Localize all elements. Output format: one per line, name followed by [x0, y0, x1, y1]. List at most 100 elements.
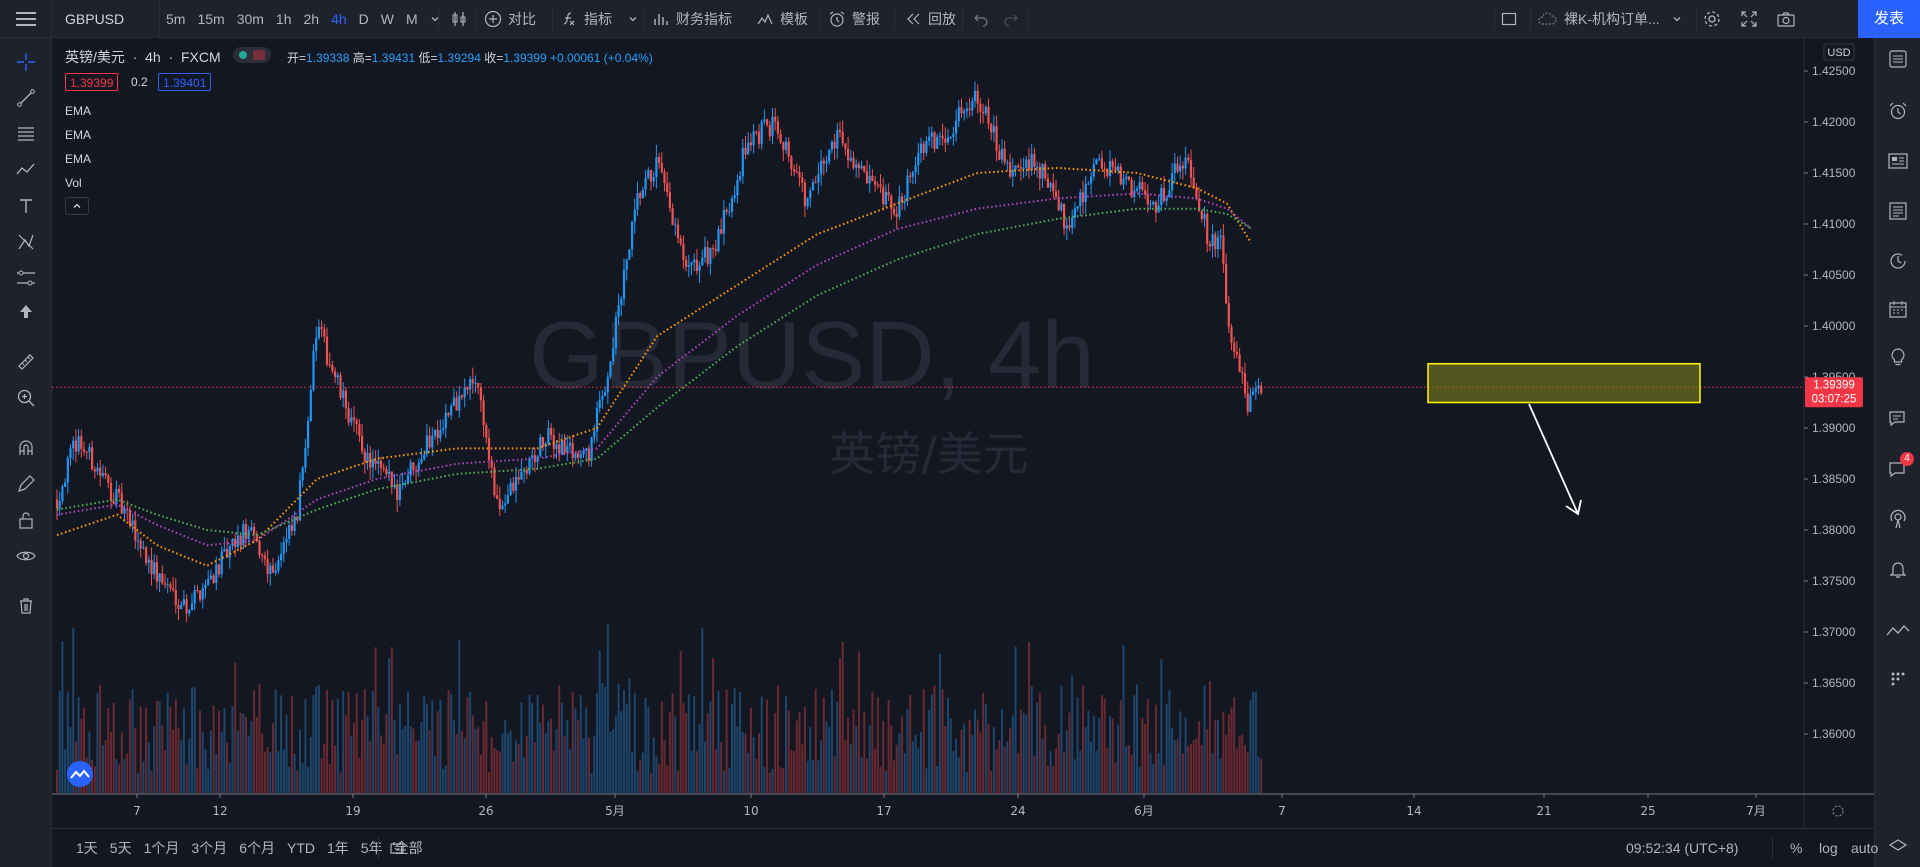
calendar-activity-button[interactable] [1884, 248, 1912, 274]
price-chart[interactable]: GBPUSD, 4h 英镑/美元 USD 1.42500 1.42000 1.415… [52, 38, 1874, 828]
pattern-tool[interactable] [12, 158, 40, 182]
main-menu-button[interactable] [0, 0, 52, 38]
undo-button[interactable] [972, 0, 990, 38]
calendar-button[interactable] [1884, 296, 1912, 322]
interval-m[interactable]: M [406, 11, 418, 27]
stay-in-drawing-tool[interactable] [12, 472, 40, 496]
layout-select-button[interactable] [1500, 0, 1518, 38]
object-tree-button[interactable] [1884, 834, 1912, 860]
hide-drawings-tool[interactable] [12, 544, 40, 568]
notifications-button[interactable]: 4 [1884, 452, 1914, 482]
range-1m[interactable]: 1个月 [143, 840, 180, 856]
auto-scale-toggle[interactable]: auto [1851, 840, 1879, 856]
market-status-toggle[interactable] [233, 47, 271, 63]
snapshot-button[interactable] [1776, 0, 1796, 38]
range-1d[interactable]: 1天 [76, 840, 98, 856]
trading-panel-button[interactable] [1884, 618, 1912, 644]
interval-d[interactable]: D [358, 11, 369, 27]
range-ytd[interactable]: YTD [286, 840, 315, 856]
projection-tool[interactable] [12, 230, 40, 254]
settings-button[interactable] [1702, 0, 1722, 38]
templates-button[interactable]: 模板 [756, 0, 808, 38]
fullscreen-button[interactable] [1740, 0, 1758, 38]
range-5y[interactable]: 5年 [360, 840, 383, 856]
remove-drawings-tool[interactable] [12, 594, 40, 618]
chevron-down-icon[interactable] [628, 14, 638, 24]
redo-button[interactable] [1002, 0, 1020, 38]
ask-price-box[interactable]: 1.39401 [158, 73, 212, 91]
layout-name-button[interactable]: 裸K-机构订单... [1536, 0, 1682, 38]
currency-box[interactable] [1823, 43, 1855, 61]
compare-button[interactable]: 对比 [484, 0, 536, 38]
volume-bar [542, 704, 544, 793]
fib-tool[interactable] [12, 122, 40, 146]
financials-button[interactable]: 财务指标 [652, 0, 732, 38]
percent-scale-toggle[interactable]: % [1790, 840, 1803, 856]
indicator-ema-slow[interactable]: EMA [65, 152, 92, 166]
bid-price-box[interactable]: 1.39399 [65, 73, 119, 91]
log-scale-toggle[interactable]: log [1819, 840, 1838, 856]
interval-30m[interactable]: 30m [236, 11, 264, 27]
streams-button[interactable] [1884, 506, 1912, 532]
candle-body [139, 540, 142, 549]
interval-w[interactable]: W [380, 11, 394, 27]
indicators-button[interactable]: 指标 [560, 0, 638, 38]
ruler-tool[interactable] [12, 350, 40, 374]
goto-date-button[interactable] [388, 829, 406, 867]
crosshair-tool[interactable] [12, 50, 40, 74]
data-window-button[interactable] [1884, 148, 1912, 174]
interval-4h[interactable]: 4h [331, 11, 347, 27]
volume-bar [558, 685, 561, 793]
lock-drawings-tool[interactable] [12, 508, 40, 532]
interval-2h[interactable]: 2h [303, 11, 320, 27]
hotlist-button[interactable] [1884, 198, 1912, 224]
volume-bar [1098, 718, 1101, 793]
arrow-tool[interactable] [12, 300, 40, 324]
range-6m[interactable]: 6个月 [239, 840, 275, 856]
magnet-tool[interactable] [12, 436, 40, 460]
indicator-ema-mid[interactable]: EMA [65, 128, 92, 142]
time-axis[interactable]: 7 12 19 26 5月 10 17 24 6月 7 14 21 25 7月 [52, 793, 1874, 818]
axis-settings-button[interactable] [1832, 805, 1844, 817]
alerts-button[interactable] [1884, 98, 1912, 124]
dom-button[interactable] [1884, 666, 1912, 692]
candle-body [228, 545, 231, 558]
replay-button[interactable]: 回放 [904, 0, 956, 38]
range-5d[interactable]: 5天 [109, 840, 132, 856]
tradingview-logo-button[interactable] [67, 761, 93, 787]
alerts-bell-button[interactable] [1884, 556, 1912, 582]
symbol-search[interactable]: GBPUSD [52, 0, 160, 38]
candle-body [612, 348, 615, 362]
change-value: +0.00061 (+0.04%) [550, 51, 653, 65]
volume-bar [801, 744, 804, 793]
watchlist-button[interactable] [1884, 46, 1912, 72]
alert-button[interactable]: 警报 [828, 0, 880, 38]
downward-arrow-drawing[interactable] [1528, 403, 1582, 516]
watermark-description: 英镑/美元 [829, 427, 1029, 481]
publish-button[interactable]: 发表 [1858, 0, 1920, 38]
ideas-button[interactable] [1884, 344, 1912, 370]
interval-dropdown[interactable] [424, 0, 446, 38]
trendline-tool[interactable] [12, 86, 40, 110]
crosshair-icon [17, 53, 35, 71]
legend-collapse-button[interactable] [65, 197, 89, 215]
chart-style-button[interactable] [446, 0, 472, 38]
range-1y[interactable]: 1年 [326, 840, 349, 856]
indicator-volume[interactable]: Vol [65, 176, 82, 190]
text-tool[interactable] [12, 194, 40, 218]
timezone-clock[interactable]: 09:52:34 (UTC+8) [1626, 840, 1739, 856]
indicator-ema-fast[interactable]: EMA [65, 104, 92, 118]
zoom-tool[interactable] [12, 386, 40, 410]
interval-1h[interactable]: 1h [275, 11, 292, 27]
interval-5m[interactable]: 5m [166, 11, 186, 27]
measure-lines-tool[interactable] [12, 266, 40, 290]
news-icon [1888, 153, 1908, 169]
interval-15m[interactable]: 15m [197, 11, 225, 27]
price-axis[interactable]: USD 1.42500 1.42000 1.41500 1.41000 1.40500 1… [1803, 38, 1863, 828]
volume-bar [752, 737, 755, 793]
supply-zone-rectangle[interactable] [1427, 362, 1701, 404]
chat-button[interactable] [1884, 406, 1912, 432]
range-3m[interactable]: 3个月 [191, 840, 228, 856]
legend-symbol-title[interactable]: 英镑/美元 · 4h · FXCM [65, 49, 221, 65]
pencil-lock-icon [18, 475, 35, 492]
